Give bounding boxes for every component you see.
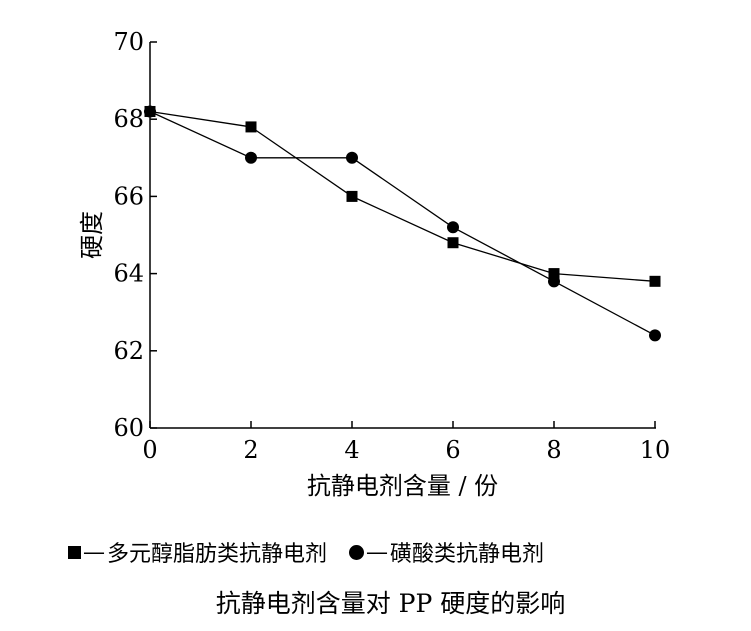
legend-item-polyol: — 多元醇脂肪类抗静电剂 — [68, 536, 327, 568]
square-point — [649, 275, 661, 287]
x-tick-label: 6 — [445, 436, 460, 464]
legend-item-sulfonate: — 磺酸类抗静电剂 — [349, 536, 544, 568]
circle-point — [245, 151, 257, 164]
square-point — [447, 237, 459, 249]
y-axis-label: 硬度 — [78, 211, 106, 259]
legend-label-sulfonate: 磺酸类抗静电剂 — [390, 542, 545, 567]
series-line-2 — [149, 110, 656, 336]
circle-point — [649, 329, 661, 342]
x-tick-label: 8 — [546, 436, 561, 464]
x-tick-label: 2 — [243, 436, 258, 464]
chart-caption: 抗静电剂含量对 PP 硬度的影响 — [215, 589, 566, 618]
x-tick-label: 4 — [344, 436, 359, 464]
x-axis-label: 抗静电剂含量 / 份 — [307, 472, 498, 500]
x-tick-label: 10 — [640, 436, 671, 464]
y-tick-label: 68 — [113, 105, 144, 133]
series-line-1 — [149, 110, 656, 282]
x-tick-label: 0 — [142, 436, 157, 464]
square-marker-icon — [68, 545, 81, 559]
circle-point — [447, 221, 459, 234]
legend: — 多元醇脂肪类抗静电剂 — 磺酸类抗静电剂 — [68, 536, 566, 568]
square-point — [245, 121, 257, 133]
circle-point — [548, 275, 560, 288]
legend-label-polyol: 多元醇脂肪类抗静电剂 — [107, 542, 328, 567]
square-point — [346, 190, 358, 202]
circle-point — [144, 105, 156, 118]
circle-marker-icon — [349, 544, 365, 560]
y-tick-label: 64 — [113, 260, 144, 288]
square-point — [548, 268, 560, 280]
y-tick-label: 66 — [113, 182, 144, 210]
y-tick-label: 70 — [113, 28, 144, 56]
circle-point — [346, 151, 358, 164]
legend-dash: — — [366, 539, 389, 565]
y-tick-label: 60 — [113, 414, 144, 442]
legend-dash: — — [83, 539, 105, 565]
y-tick-label: 62 — [113, 337, 144, 365]
